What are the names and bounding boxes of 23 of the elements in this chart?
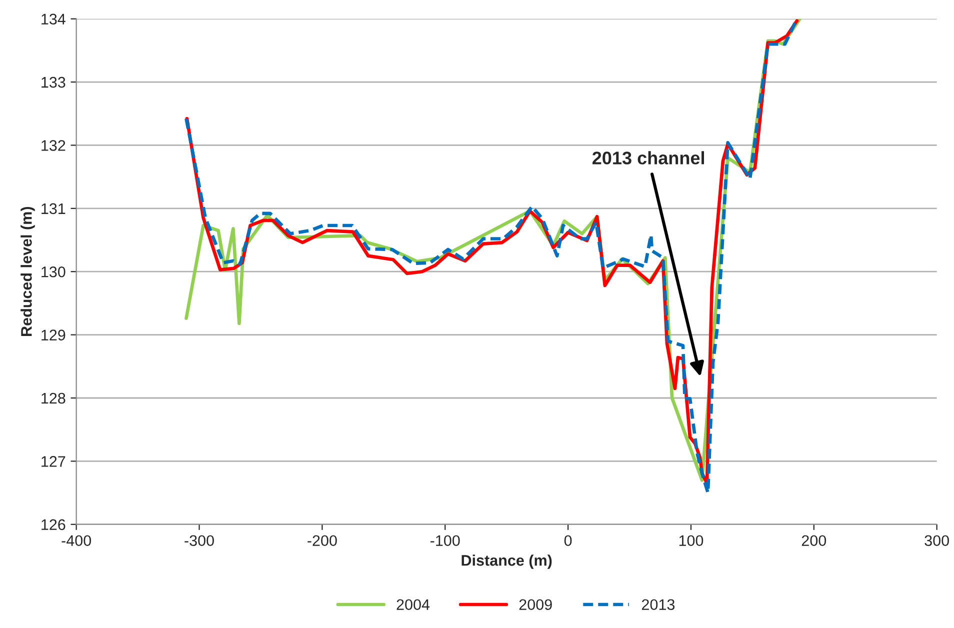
annotation: 2013 channel bbox=[592, 151, 704, 164]
y-tick-label: 131 bbox=[42, 203, 66, 214]
x-tick-label: -400 bbox=[62, 535, 92, 546]
y-tick-label: 133 bbox=[42, 76, 66, 88]
y-tick-label: 132 bbox=[42, 140, 66, 151]
x-tick-label: -100 bbox=[430, 535, 460, 546]
legend-label: 2013 bbox=[642, 599, 675, 610]
legend-label: 2009 bbox=[519, 599, 552, 610]
x-tick-label: 100 bbox=[679, 535, 704, 546]
y-tick-label: 126 bbox=[42, 519, 66, 530]
y-tick-label: 127 bbox=[42, 456, 66, 467]
x-tick-label: -200 bbox=[308, 535, 337, 546]
x-tick-label: 0 bbox=[564, 535, 572, 546]
y-axis-title: Reduced level (m) bbox=[20, 206, 35, 336]
y-tick-label: 129 bbox=[42, 330, 66, 340]
y-tick-label: 134 bbox=[42, 14, 66, 25]
y-tick-label: 128 bbox=[42, 392, 66, 404]
x-tick-label: 300 bbox=[924, 535, 949, 546]
x-tick-label: 200 bbox=[802, 535, 826, 546]
legend-label: 2004 bbox=[396, 599, 430, 610]
x-axis-title: Distance (m) bbox=[462, 554, 552, 569]
x-tick-label: -300 bbox=[184, 535, 214, 546]
y-tick-label: 130 bbox=[42, 266, 66, 278]
